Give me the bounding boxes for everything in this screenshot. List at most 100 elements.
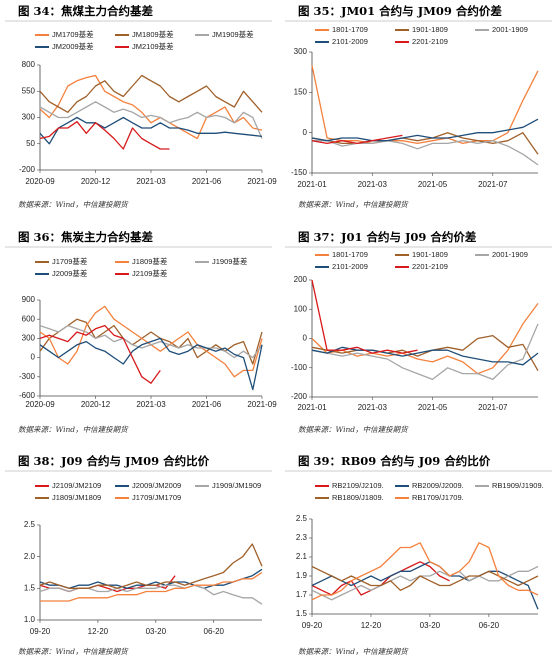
legend-label: JM2009基差 bbox=[52, 41, 94, 51]
chart-title: 图 35：JM01 合约与 JM09 合约价差 bbox=[298, 4, 502, 18]
y-tick-label: 50 bbox=[26, 139, 35, 148]
legend-label: 2201-2109 bbox=[412, 262, 448, 271]
y-tick-label: 1.9 bbox=[296, 571, 308, 580]
x-tick-label: 06-20 bbox=[204, 627, 225, 636]
series-line bbox=[39, 543, 263, 589]
legend-label: 1801-1709 bbox=[332, 25, 368, 34]
legend-label: J1809/JM1809 bbox=[52, 493, 101, 502]
source-note: 数据来源：Wind，中信建投期货 bbox=[298, 647, 409, 656]
x-tick-label: 2021-01 bbox=[297, 180, 327, 189]
y-tick-label: 2.5 bbox=[296, 514, 308, 523]
x-tick-label: 2021-03 bbox=[136, 177, 166, 186]
series-line bbox=[311, 561, 539, 610]
legend-label: 2201-2109 bbox=[412, 37, 448, 46]
x-tick-label: 2021-07 bbox=[478, 403, 508, 412]
y-tick-label: 1.0 bbox=[24, 615, 36, 624]
source-note: 数据来源：Wind，中信建投期货 bbox=[18, 200, 129, 209]
y-tick-label: 150 bbox=[294, 87, 308, 96]
y-tick-label: 2.5 bbox=[24, 520, 36, 529]
series-line bbox=[39, 101, 263, 139]
series-line bbox=[311, 118, 539, 142]
legend-label: J1909/JM1909 bbox=[212, 481, 261, 490]
x-tick-label: 2021-01 bbox=[297, 403, 327, 412]
legend-label: 2101-2009 bbox=[332, 37, 368, 46]
legend-label: RB1909/J1909. bbox=[492, 481, 544, 490]
series-line bbox=[39, 121, 170, 150]
legend-label: J2109基差 bbox=[132, 268, 168, 278]
series-line bbox=[39, 74, 263, 140]
source-note: 数据来源：Wind，中信建投期货 bbox=[298, 425, 409, 434]
legend-label: RB1709/J1709. bbox=[412, 493, 464, 502]
chart-title: 图 36：焦炭主力合约基差 bbox=[18, 230, 154, 244]
y-tick-label: 1.7 bbox=[296, 590, 308, 599]
x-tick-label: 03-20 bbox=[420, 621, 441, 630]
y-tick-label: 100 bbox=[294, 304, 308, 313]
x-tick-label: 2020-12 bbox=[81, 177, 111, 186]
x-tick-label: 2021-03 bbox=[136, 400, 166, 409]
y-tick-label: 600 bbox=[22, 314, 36, 323]
legend-label: JM1809基差 bbox=[132, 29, 174, 39]
legend-label: RB1809/J1809. bbox=[332, 493, 384, 502]
x-tick-label: 2020-09 bbox=[25, 400, 55, 409]
x-tick-label: 2020-09 bbox=[25, 177, 55, 186]
series-line bbox=[40, 571, 263, 602]
legend-label: J2009基差 bbox=[52, 268, 88, 278]
legend-label: JM1709基差 bbox=[52, 29, 94, 39]
x-tick-label: 2021-06 bbox=[192, 177, 222, 186]
x-tick-label: 2021-09 bbox=[247, 177, 277, 186]
x-tick-label: 03-20 bbox=[146, 627, 167, 636]
legend-label: JM1909基差 bbox=[212, 29, 254, 39]
y-tick-label: 300 bbox=[294, 47, 308, 56]
legend-label: J1809基差 bbox=[132, 256, 168, 266]
series-line bbox=[311, 542, 539, 601]
y-tick-label: -100 bbox=[291, 363, 308, 372]
legend-label: J1909基差 bbox=[212, 256, 248, 266]
x-tick-label: 2021-05 bbox=[418, 180, 448, 189]
x-tick-label: 2021-09 bbox=[247, 400, 277, 409]
legend-label: J2009/JM2009 bbox=[132, 481, 181, 490]
y-tick-label: 300 bbox=[22, 334, 36, 343]
x-tick-label: 06-20 bbox=[479, 621, 500, 630]
x-tick-label: 12-20 bbox=[88, 627, 109, 636]
series-line bbox=[39, 324, 161, 384]
x-tick-label: 2021-07 bbox=[478, 180, 508, 189]
legend-label: 1901-1809 bbox=[412, 25, 448, 34]
series-line bbox=[311, 279, 418, 354]
y-tick-label: 2.1 bbox=[296, 552, 308, 561]
x-tick-label: 2021-03 bbox=[358, 180, 388, 189]
series-line bbox=[311, 334, 539, 372]
series-line bbox=[39, 74, 263, 113]
source-note: 数据来源：Wind，中信建投期货 bbox=[18, 647, 129, 656]
legend-label: 2001-1909 bbox=[492, 250, 528, 259]
y-tick-label: 0 bbox=[303, 128, 308, 137]
x-tick-label: 09-20 bbox=[30, 627, 51, 636]
y-tick-label: 800 bbox=[22, 60, 36, 69]
legend-label: RB2109/J2109. bbox=[332, 481, 384, 490]
x-tick-label: 2021-03 bbox=[358, 403, 388, 412]
legend-label: 2101-2009 bbox=[332, 262, 368, 271]
series-line bbox=[311, 134, 403, 145]
y-tick-label: -600 bbox=[19, 391, 36, 400]
x-tick-label: 2021-06 bbox=[192, 400, 222, 409]
y-tick-label: -300 bbox=[19, 372, 36, 381]
x-tick-label: 12-20 bbox=[361, 621, 382, 630]
y-tick-label: 1.5 bbox=[296, 609, 308, 618]
legend-label: J1709基差 bbox=[52, 256, 88, 266]
legend-label: 2001-1909 bbox=[492, 25, 528, 34]
x-tick-label: 2020-12 bbox=[81, 400, 111, 409]
source-note: 数据来源：Wind，中信建投期货 bbox=[298, 200, 409, 209]
source-note: 数据来源：Wind，中信建投期货 bbox=[18, 425, 129, 434]
y-tick-label: -200 bbox=[291, 392, 308, 401]
legend-label: 1801-1709 bbox=[332, 250, 368, 259]
x-tick-label: 09-20 bbox=[302, 621, 323, 630]
y-tick-label: 2.0 bbox=[24, 552, 36, 561]
series-line bbox=[311, 323, 539, 381]
y-tick-label: -150 bbox=[291, 168, 308, 177]
legend-label: J2109/JM2109 bbox=[52, 481, 101, 490]
series-line bbox=[39, 337, 263, 391]
series-line bbox=[311, 132, 539, 155]
chart-title: 图 38：J09 合约与 JM09 合约比价 bbox=[18, 454, 210, 468]
chart-title: 图 34：焦煤主力合约基差 bbox=[18, 4, 154, 18]
series-line bbox=[311, 565, 539, 601]
